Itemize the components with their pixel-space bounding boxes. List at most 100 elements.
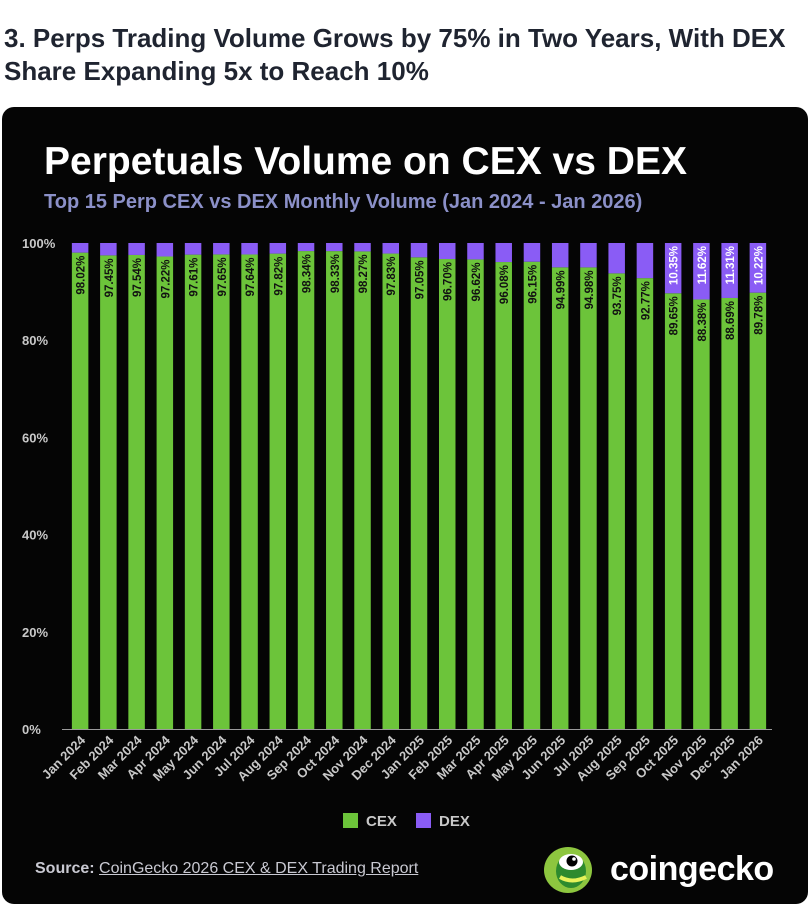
data-label-cex: 98.27% <box>358 254 370 293</box>
bar-cex <box>241 254 258 729</box>
bar-dex <box>551 243 569 268</box>
bar-cex <box>326 251 343 729</box>
data-label-cex: 97.61% <box>189 258 201 297</box>
page-headline: 3. Perps Trading Volume Grows by 75% in … <box>4 23 786 86</box>
y-tick-label: 60% <box>22 430 48 445</box>
data-label-cex: 97.82% <box>273 257 285 296</box>
chart-plot: 0%20%40%60%80%100%98.02%Jan 202497.45%Fe… <box>22 236 772 830</box>
bar-dex <box>523 243 541 262</box>
bar-cex <box>382 253 400 729</box>
bar-dex <box>608 243 625 274</box>
legend-label-cex: CEX <box>366 813 397 830</box>
bar-cex <box>184 254 202 729</box>
bar-dex <box>156 243 174 257</box>
bar-cex <box>664 293 682 729</box>
bar-cex <box>438 259 456 729</box>
bar-cex <box>721 297 738 729</box>
y-tick-label: 40% <box>22 528 48 543</box>
y-tick-label: 0% <box>22 722 41 737</box>
data-label-cex: 94.98% <box>584 270 596 309</box>
bar-dex <box>184 243 202 255</box>
bar-dex <box>100 243 117 256</box>
bar-cex <box>523 261 541 729</box>
data-label-cex: 97.45% <box>104 258 116 297</box>
data-label-cex: 96.70% <box>443 262 455 301</box>
chart-subtitle: Top 15 Perp CEX vs DEX Monthly Volume (J… <box>44 191 643 213</box>
bar-cex <box>551 267 569 729</box>
data-label-dex: 11.62% <box>697 246 709 284</box>
bar-dex <box>636 243 654 279</box>
data-label-cex: 93.75% <box>612 276 624 315</box>
data-label-cex: 97.22% <box>160 260 172 299</box>
bar-dex <box>241 243 258 255</box>
bar-cex <box>297 251 315 729</box>
y-tick-label: 80% <box>22 333 48 348</box>
bar-cex <box>580 267 597 729</box>
data-label-cex: 96.08% <box>499 265 511 304</box>
data-label-cex: 97.64% <box>245 257 257 296</box>
bar-cex <box>693 299 710 729</box>
bar-cex <box>354 251 371 729</box>
bar-cex <box>410 257 428 729</box>
data-label-cex: 97.54% <box>132 258 144 297</box>
chart-card: Perpetuals Volume on CEX vs DEX Top 15 P… <box>2 107 808 904</box>
legend-swatch-cex <box>343 813 358 828</box>
bar-dex <box>721 243 738 298</box>
data-label-cex: 97.83% <box>386 257 398 296</box>
bar-dex <box>71 243 89 253</box>
y-tick-label: 100% <box>22 236 56 251</box>
bar-dex <box>467 243 484 260</box>
bar-dex <box>495 243 512 263</box>
data-label-cex: 89.78% <box>753 296 765 335</box>
bar-dex <box>297 243 315 252</box>
bar-dex <box>438 243 456 260</box>
data-label-cex: 89.65% <box>669 296 681 335</box>
coingecko-logo-icon <box>544 847 592 893</box>
bar-cex <box>128 254 145 729</box>
data-label-cex: 88.69% <box>725 301 737 340</box>
bar-cex <box>269 253 287 730</box>
bar-cex <box>636 278 654 729</box>
data-label-dex: 10.22% <box>753 246 765 285</box>
bar-cex <box>467 259 484 729</box>
legend-swatch-dex <box>416 813 431 828</box>
data-label-cex: 92.77% <box>640 281 652 320</box>
bar-cex <box>156 256 174 729</box>
bar-cex <box>749 292 767 729</box>
bar-dex <box>382 243 400 254</box>
bar-dex <box>128 243 145 255</box>
data-label-cex: 98.33% <box>330 254 342 293</box>
data-label-cex: 96.15% <box>527 265 539 304</box>
legend-label-dex: DEX <box>439 813 470 830</box>
bar-cex <box>71 252 89 729</box>
bar-dex <box>354 243 371 252</box>
source-note: Source: CoinGecko 2026 CEX & DEX Trading… <box>35 860 418 878</box>
bar-dex <box>580 243 597 268</box>
data-label-cex: 88.38% <box>697 302 709 341</box>
bar-dex <box>410 243 428 258</box>
bar-cex <box>100 255 117 729</box>
source-label: Source: <box>35 860 95 877</box>
bar-cex <box>213 254 230 729</box>
data-label-dex: 10.35% <box>669 246 681 285</box>
chart-title: Perpetuals Volume on CEX vs DEX <box>44 140 687 183</box>
source-link[interactable]: CoinGecko 2026 CEX & DEX Trading Report <box>99 860 419 877</box>
data-label-cex: 96.62% <box>471 262 483 301</box>
data-label-cex: 97.65% <box>217 257 229 296</box>
y-tick-label: 20% <box>22 625 48 640</box>
bar-cex <box>495 262 512 729</box>
brand: coingecko <box>542 844 774 894</box>
data-label-dex: 11.31% <box>725 246 737 284</box>
bar-cex <box>608 273 625 729</box>
data-label-cex: 97.05% <box>415 260 427 299</box>
brand-name: coingecko <box>610 849 774 888</box>
bar-dex <box>213 243 230 255</box>
bar-dex <box>664 243 682 294</box>
data-label-cex: 94.99% <box>556 270 568 309</box>
data-label-cex: 98.02% <box>76 256 88 295</box>
bar-dex <box>749 243 767 293</box>
data-label-cex: 98.34% <box>302 254 314 293</box>
bar-dex <box>326 243 343 252</box>
bar-dex <box>693 243 710 300</box>
bar-dex <box>269 243 287 254</box>
